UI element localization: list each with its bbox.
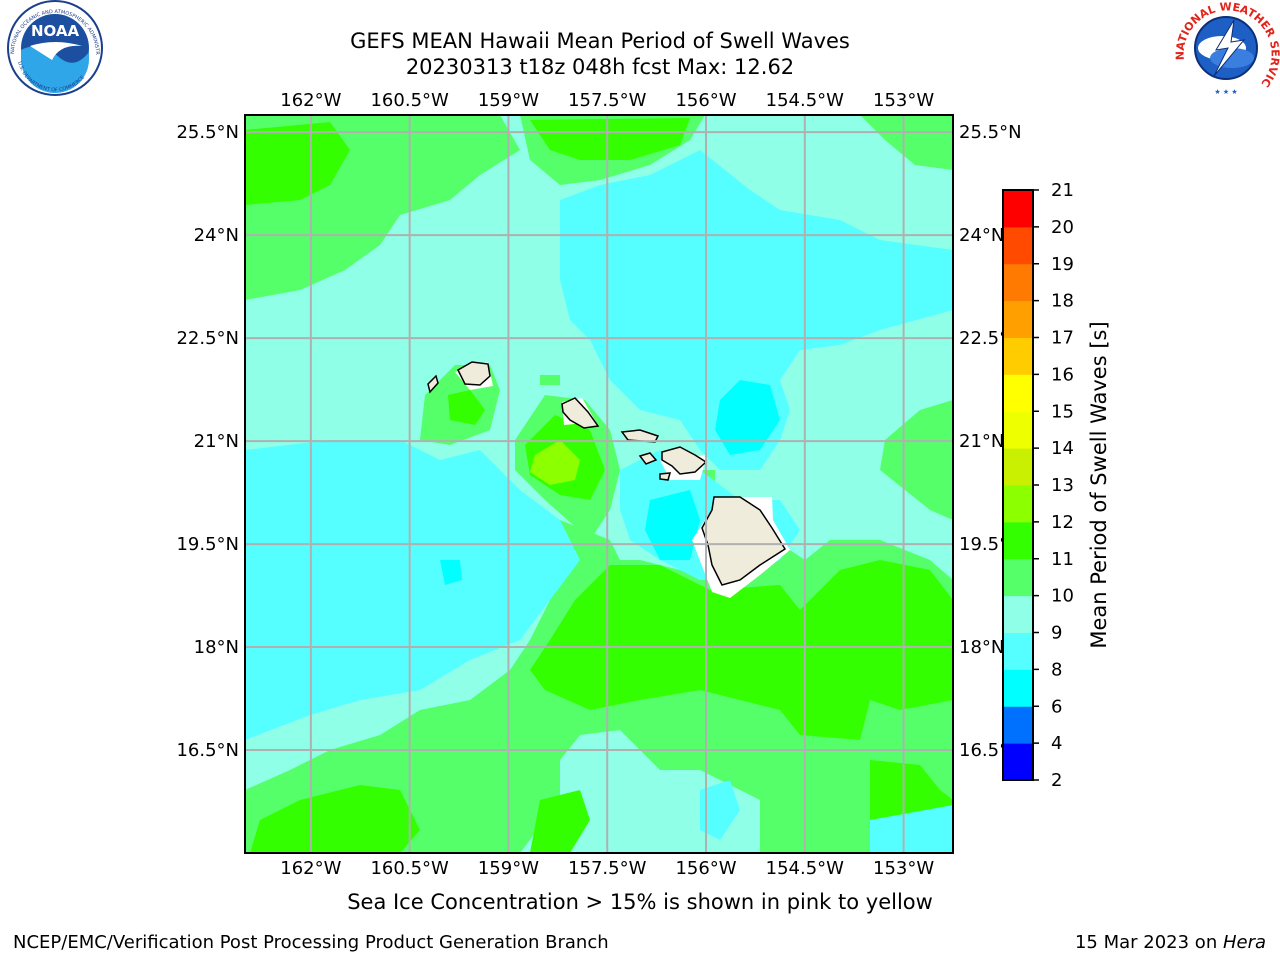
lon-tick-bottom: 160.5°W: [370, 858, 449, 879]
colorbar-tick-label: 9: [1051, 623, 1062, 644]
colorbar-tick-label: 18: [1051, 291, 1074, 312]
colorbar-tick-label: 15: [1051, 401, 1074, 422]
lat-tick-left: 16.5°N: [176, 740, 239, 761]
chart-title: GEFS MEAN Hawaii Mean Period of Swell Wa…: [350, 29, 850, 53]
colorbar-tick-label: 19: [1051, 254, 1074, 275]
colorbar: 2 4 6 8 9 10 11 12 13 14 15 16 17 18 19 20 21: [1002, 180, 1074, 791]
footer-date: 15 Mar 2023 on: [1074, 932, 1223, 953]
colorbar-swatch: [1003, 595, 1033, 633]
colorbar-swatch: [1003, 337, 1033, 375]
lat-tick-left: 21°N: [194, 431, 239, 452]
graticule: [245, 115, 953, 853]
lon-tick-top: 156°W: [675, 90, 736, 111]
colorbar-swatch: [1003, 448, 1033, 486]
colorbar-tick-label: 20: [1051, 217, 1074, 238]
colorbar-tick-label: 2: [1051, 770, 1062, 791]
lon-tick-bottom: 153°W: [873, 858, 934, 879]
noaa-logo: NOAA NATIONAL OCEANIC AND ATMOSPHERIC AD…: [0, 0, 103, 96]
lat-tick-right: 24°N: [959, 225, 1004, 246]
lat-tick-right: 21°N: [959, 431, 1004, 452]
island-oahu: [561, 397, 600, 429]
lat-tick-left: 25.5°N: [176, 122, 239, 143]
colorbar-tick-label: 14: [1051, 438, 1074, 459]
map-area: [245, 115, 953, 853]
colorbar-tick-label: 10: [1051, 586, 1074, 607]
colorbar-swatch: [1003, 743, 1033, 781]
lon-tick-bottom: 154.5°W: [766, 858, 845, 879]
colorbar-tick-label: 17: [1051, 328, 1074, 349]
colorbar-swatch: [1003, 669, 1033, 707]
nws-logo: NATIONAL WEATHER SERVICE ★ ★ ★: [0, 0, 1280, 96]
nws-ring-text: NATIONAL WEATHER SERVICE: [0, 0, 1280, 90]
caption-text: Sea Ice Concentration > 15% is shown in …: [347, 890, 933, 914]
colorbar-swatch: [1003, 706, 1033, 744]
colorbar-swatch: [1003, 263, 1033, 302]
field-band-12-13: [530, 440, 580, 485]
map-frame: [244, 114, 954, 854]
svg-text:NATIONAL WEATHER SERVICE: NATIONAL WEATHER SERVICE: [0, 0, 1280, 90]
lon-tick-top: 160.5°W: [370, 90, 449, 111]
chart-subtitle: 20230313 t18z 048h fcst Max: 12.62: [405, 55, 795, 79]
footer-host: Hera: [1222, 932, 1266, 953]
lat-tick-left: 22.5°N: [176, 328, 239, 349]
lon-tick-top: 153°W: [873, 90, 934, 111]
colorbar-swatch: [1003, 485, 1033, 523]
island-lanai: [638, 452, 658, 465]
lat-tick-left: 18°N: [194, 637, 239, 658]
island-kauai: [457, 361, 491, 386]
colorbar-tick-label: 16: [1051, 364, 1074, 385]
lat-tick-right: 25.5°N: [959, 122, 1022, 143]
lon-tick-bottom: 162°W: [280, 858, 341, 879]
colorbar-swatch: [1003, 190, 1033, 228]
lon-tick-bottom: 157.5°W: [568, 858, 647, 879]
colorbar-tick-label: 6: [1051, 696, 1062, 717]
colorbar-swatch: [1003, 558, 1033, 597]
field-band-6-8: [440, 380, 780, 585]
colorbar-tick-label: 13: [1051, 475, 1074, 496]
colorbar-tick-label: 12: [1051, 512, 1074, 533]
lon-tick-top: 157.5°W: [568, 90, 647, 111]
lon-tick-top: 162°W: [280, 90, 341, 111]
noaa-logo-text: NOAA: [31, 22, 80, 40]
colorbar-tick-label: 4: [1051, 733, 1062, 754]
island-kahoolawe: [659, 472, 672, 481]
island-maui: [661, 446, 708, 475]
island-niihau: [427, 374, 439, 394]
colorbar-swatch: [1003, 411, 1033, 449]
colorbar-swatch: [1003, 374, 1033, 412]
lat-tick-left: 24°N: [194, 225, 239, 246]
lat-tick-left: 19.5°N: [176, 534, 239, 555]
footer-right: 15 Mar 2023 on Hera: [1075, 932, 1266, 953]
island-molokai: [620, 429, 660, 443]
lon-tick-bottom: 156°W: [675, 858, 736, 879]
colorbar-tick-label: 8: [1051, 659, 1062, 680]
lat-tick-right: 18°N: [959, 637, 1004, 658]
colorbar-swatch: [1003, 226, 1033, 265]
lon-tick-top: 154.5°W: [766, 90, 845, 111]
footer-left: NCEP/EMC/Verification Post Processing Pr…: [13, 932, 609, 953]
island-big-island: [701, 496, 787, 586]
colorbar-label: Mean Period of Swell Waves [s]: [1087, 321, 1111, 648]
colorbar-swatch: [1003, 521, 1033, 560]
hawaii-islands: [427, 361, 787, 586]
svg-text:★ ★ ★: ★ ★ ★: [1214, 88, 1237, 96]
colorbar-tick-label: 11: [1051, 549, 1074, 570]
colorbar-tick-label: 21: [1051, 180, 1074, 201]
lon-tick-top: 159°W: [478, 90, 539, 111]
colorbar-swatch: [1003, 632, 1033, 670]
caption: Sea Ice Concentration > 15% is shown in …: [0, 890, 1280, 914]
colorbar-swatch: [1003, 300, 1033, 338]
lon-tick-bottom: 159°W: [478, 858, 539, 879]
